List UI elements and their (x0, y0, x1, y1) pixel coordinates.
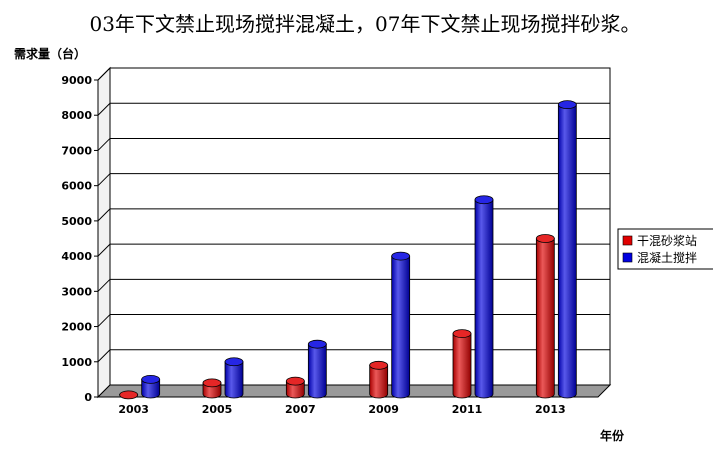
headline: 03年下文禁止现场搅拌混凝土，07年下文禁止现场搅拌砂浆。 (89, 12, 641, 36)
bar-2003-series-1 (141, 378, 161, 399)
x-tick-label: 2003 (118, 403, 149, 416)
y-tick-label: 0 (84, 391, 92, 404)
x-tick-label: 2007 (285, 403, 316, 416)
gridline-side (97, 314, 111, 327)
y-tick-label: 6000 (61, 180, 92, 193)
bar-top-2009-series-0 (369, 360, 389, 370)
x-tick-label: 2013 (535, 403, 566, 416)
bar-2013-series-1 (557, 104, 577, 399)
bar-top-2007-series-1 (307, 339, 327, 349)
gridline-side (97, 102, 111, 116)
legend-box (617, 228, 713, 270)
bar-2009-series-1 (391, 255, 411, 399)
x-tick-label: 2011 (452, 403, 483, 416)
legend-label: 干混砂浆站 (637, 233, 697, 248)
gridline-side (97, 67, 111, 81)
y-tick-label: 8000 (61, 109, 92, 122)
legend-swatch (622, 252, 633, 263)
y-tick-label: 1000 (61, 356, 92, 369)
bar-2011-series-1 (474, 199, 494, 399)
gridline-side (97, 138, 111, 151)
bar-top-2009-series-1 (391, 251, 411, 261)
y-tick-label: 2000 (61, 321, 92, 334)
bar-top-2013-series-1 (557, 100, 577, 110)
bar-2007-series-1 (307, 343, 327, 399)
gridline-side (97, 243, 111, 257)
bar-top-2005-series-0 (202, 378, 222, 388)
legend-label: 混凝土搅拌 (637, 250, 697, 265)
bar-top-2003-series-1 (141, 374, 161, 384)
legend-swatch (622, 235, 633, 246)
bar-2009-series-0 (369, 364, 389, 399)
bar-top-2011-series-0 (452, 329, 472, 339)
y-tick-label: 4000 (61, 250, 92, 263)
x-tick-label: 2005 (202, 403, 233, 416)
gridline-side (97, 173, 111, 187)
bar-top-2013-series-0 (535, 234, 555, 243)
bar-2005-series-1 (224, 361, 244, 399)
bar-top-2005-series-1 (224, 357, 244, 367)
bar-top-2011-series-1 (474, 195, 494, 205)
gridline-side (97, 278, 111, 292)
y-tick-label: 7000 (61, 144, 92, 157)
plot-side-wall (97, 66, 111, 399)
x-axis-title: 年份 (600, 428, 625, 443)
gridline-side (97, 349, 111, 363)
bar-top-2003-series-0 (119, 390, 139, 400)
bar-top-2007-series-0 (285, 376, 305, 386)
bar-2013-series-0 (535, 238, 555, 399)
y-tick-label: 9000 (61, 74, 92, 87)
y-axis-title: 需求量（台） (14, 46, 86, 61)
x-tick-label: 2009 (368, 403, 399, 416)
plot-back-wall (109, 67, 611, 386)
gridline-side (97, 208, 111, 222)
bar-2007-series-0 (285, 380, 305, 399)
y-tick-label: 5000 (61, 215, 92, 228)
bar-2011-series-0 (452, 333, 472, 399)
y-tick-label: 3000 (61, 285, 92, 298)
plot-floor (96, 384, 612, 398)
